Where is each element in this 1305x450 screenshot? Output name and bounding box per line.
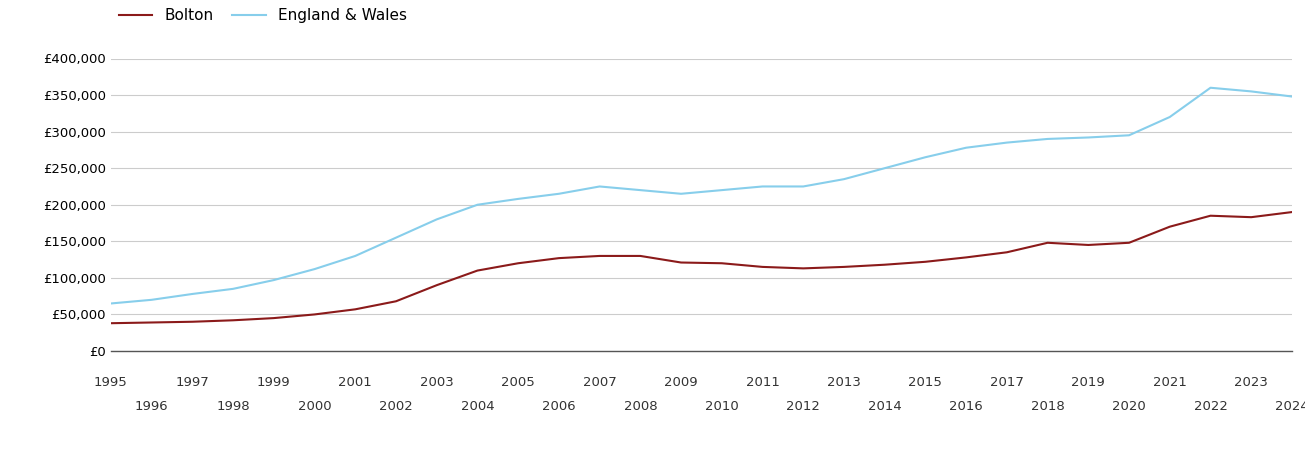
Text: 2010: 2010	[705, 400, 739, 414]
Bolton	[796, 266, 812, 271]
England & Wales	[184, 291, 200, 297]
Text: 2005: 2005	[501, 376, 535, 389]
England & Wales	[754, 184, 770, 189]
Bolton	[591, 253, 607, 259]
England & Wales	[1203, 85, 1219, 90]
Text: 2002: 2002	[380, 400, 412, 414]
Text: 2021: 2021	[1152, 376, 1186, 389]
Bolton	[429, 283, 445, 288]
England & Wales	[144, 297, 159, 302]
Text: 2017: 2017	[990, 376, 1024, 389]
England & Wales	[1244, 89, 1259, 94]
England & Wales	[307, 266, 322, 272]
England & Wales	[266, 277, 282, 283]
Bolton	[837, 264, 852, 270]
Bolton	[1081, 242, 1096, 248]
England & Wales	[1040, 136, 1056, 142]
England & Wales	[429, 217, 445, 222]
Text: 2012: 2012	[787, 400, 820, 414]
England & Wales	[1121, 133, 1137, 138]
Text: 2001: 2001	[338, 376, 372, 389]
England & Wales	[796, 184, 812, 189]
Text: 1998: 1998	[217, 400, 251, 414]
Bolton	[510, 261, 526, 266]
Bolton	[388, 299, 403, 304]
Bolton	[1161, 224, 1177, 230]
Text: 2013: 2013	[827, 376, 861, 389]
England & Wales	[1161, 114, 1177, 120]
Bolton	[877, 262, 893, 267]
England & Wales	[551, 191, 566, 197]
England & Wales	[1000, 140, 1015, 145]
England & Wales	[714, 187, 729, 193]
Bolton	[1284, 209, 1300, 215]
Text: 2004: 2004	[461, 400, 495, 414]
Bolton	[470, 268, 485, 273]
England & Wales	[877, 166, 893, 171]
Bolton	[754, 264, 770, 270]
Text: 2008: 2008	[624, 400, 658, 414]
Bolton	[714, 261, 729, 266]
Text: 1995: 1995	[94, 376, 128, 389]
Bolton	[917, 259, 933, 265]
Text: 2015: 2015	[908, 376, 942, 389]
England & Wales	[388, 235, 403, 240]
Text: 2020: 2020	[1112, 400, 1146, 414]
England & Wales	[958, 145, 974, 150]
Text: 2007: 2007	[583, 376, 616, 389]
Bolton	[551, 256, 566, 261]
England & Wales	[347, 253, 363, 259]
England & Wales	[510, 196, 526, 202]
Bolton	[1203, 213, 1219, 218]
England & Wales	[1081, 135, 1096, 140]
Bolton	[1000, 250, 1015, 255]
Text: 2014: 2014	[868, 400, 902, 414]
Bolton	[307, 312, 322, 317]
England & Wales	[837, 176, 852, 182]
Bolton	[673, 260, 689, 265]
Text: 1999: 1999	[257, 376, 291, 389]
Text: 2022: 2022	[1194, 400, 1228, 414]
Bolton	[633, 253, 649, 259]
Bolton	[103, 320, 119, 326]
England & Wales	[591, 184, 607, 189]
England & Wales	[633, 187, 649, 193]
Bolton	[1244, 215, 1259, 220]
Bolton	[958, 255, 974, 260]
Text: 2024: 2024	[1275, 400, 1305, 414]
Bolton	[226, 318, 241, 323]
Bolton	[1040, 240, 1056, 246]
Legend: Bolton, England & Wales: Bolton, England & Wales	[112, 2, 412, 29]
Text: 2000: 2000	[298, 400, 331, 414]
Text: 2006: 2006	[542, 400, 576, 414]
Text: 2018: 2018	[1031, 400, 1065, 414]
England & Wales	[226, 286, 241, 292]
Bolton	[266, 315, 282, 321]
Bolton	[1121, 240, 1137, 246]
Text: 2023: 2023	[1235, 376, 1268, 389]
Bolton	[184, 319, 200, 324]
Text: 2019: 2019	[1071, 376, 1105, 389]
Bolton	[347, 306, 363, 312]
Line: England & Wales: England & Wales	[111, 88, 1292, 303]
England & Wales	[470, 202, 485, 207]
Text: 2016: 2016	[949, 400, 983, 414]
Text: 2011: 2011	[745, 376, 779, 389]
Text: 2009: 2009	[664, 376, 698, 389]
Bolton	[144, 320, 159, 325]
England & Wales	[917, 154, 933, 160]
Line: Bolton: Bolton	[111, 212, 1292, 323]
England & Wales	[1284, 94, 1300, 99]
Text: 1996: 1996	[134, 400, 168, 414]
England & Wales	[673, 191, 689, 197]
Text: 2003: 2003	[420, 376, 454, 389]
Text: 1997: 1997	[175, 376, 209, 389]
England & Wales	[103, 301, 119, 306]
